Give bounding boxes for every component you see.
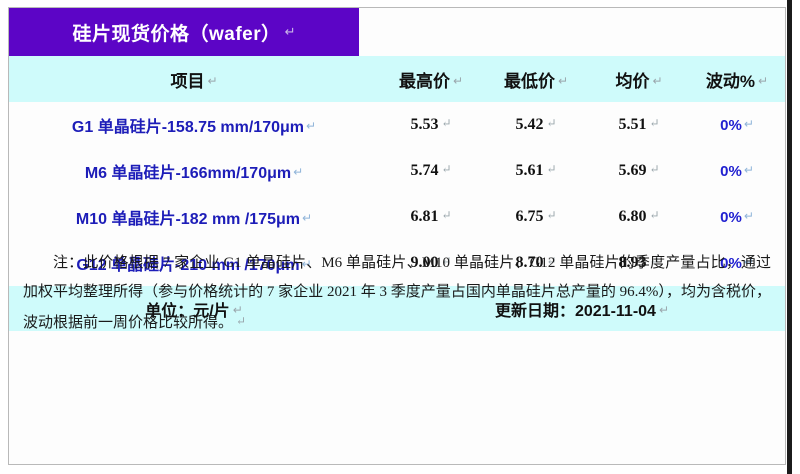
- cell-avg-value: 5.69: [618, 162, 647, 179]
- paragraph-mark-icon: ↵: [441, 254, 452, 268]
- paragraph-mark-icon: ↵: [546, 162, 557, 176]
- cell-high-value: 5.53: [410, 116, 439, 133]
- cell-avg: 5.69 ↵: [589, 148, 689, 194]
- cell-avg-value: 8.93: [618, 254, 647, 271]
- note-text: 注：此价格根据 7 家企业 G1 单晶硅片、M6 单晶硅片、M10 单晶硅片、G…: [23, 255, 771, 331]
- cell-avg: 5.51 ↵: [589, 102, 689, 148]
- paragraph-mark-icon: ↵: [441, 162, 452, 176]
- paragraph-mark-icon: ↵: [302, 211, 313, 225]
- paragraph-mark-icon: ↵: [649, 254, 660, 268]
- table-row: M10 单晶硅片-182 mm /175μm ↵ 6.81 ↵ 6.75 ↵ 6.80…: [9, 194, 785, 240]
- table-row: G12 单晶硅片-210 mm /170μm ↵ 9.00 ↵ 8.70 ↵ 8.93…: [9, 240, 785, 286]
- cell-avg: 8.93 ↵: [589, 240, 689, 286]
- paragraph-mark-icon: ↵: [546, 116, 557, 130]
- paragraph-mark-icon: ↵: [557, 73, 569, 88]
- page-title: 硅片现货价格（wafer）: [72, 23, 281, 45]
- cell-change-value: 0%: [720, 254, 742, 272]
- paragraph-mark-icon: ↵: [758, 73, 769, 88]
- paragraph-mark-icon: ↵: [743, 254, 754, 269]
- cell-low-value: 5.42: [515, 116, 544, 133]
- title-bar: 硅片现货价格（wafer） ↵: [9, 8, 359, 56]
- paragraph-mark-icon: ↵: [546, 208, 557, 222]
- table-row: G1 单晶硅片-158.75 mm/170μm ↵ 5.53 ↵ 5.42 ↵ 5.5…: [9, 102, 785, 148]
- paragraph-mark-icon: ↵: [301, 257, 312, 271]
- cell-low: 6.75 ↵: [483, 194, 589, 240]
- cell-item-label: M6 单晶硅片-166mm/170μm: [84, 165, 292, 182]
- column-header-change-label: 波动%: [705, 71, 756, 91]
- paragraph-mark-icon: ↵: [546, 254, 557, 268]
- note-paragraph: 注：此价格根据 7 家企业 G1 单晶硅片、M6 单晶硅片、M10 单晶硅片、G…: [23, 249, 771, 338]
- footer-update-label: 更新日期：2021-11-04: [494, 302, 656, 320]
- document-right-rule: [787, 0, 792, 474]
- column-header-avg: 均价 ↵: [589, 56, 689, 102]
- cell-high: 5.74 ↵: [379, 148, 483, 194]
- table-footer-row: 单位：元/片 ↵ 更新日期：2021-11-04 ↵: [9, 286, 785, 331]
- cell-change-value: 0%: [720, 162, 742, 180]
- cell-low-value: 8.70: [515, 254, 544, 271]
- column-header-high: 最高价 ↵: [379, 56, 483, 102]
- paragraph-mark-icon: ↵: [658, 302, 670, 317]
- column-header-change: 波动% ↵: [689, 56, 785, 102]
- cell-low-value: 5.61: [515, 162, 544, 179]
- column-header-item-label: 项目: [170, 71, 205, 91]
- cell-change: 0% ↵: [689, 194, 785, 240]
- cell-avg-value: 5.51: [618, 116, 647, 133]
- document-frame: 硅片现货价格（wafer） ↵ 项目 ↵ 最高价 ↵ 最低价 ↵ 均价 ↵ 波动% ↵ G1…: [8, 7, 786, 465]
- cell-item-label: G1 单晶硅片-158.75 mm/170μm: [71, 119, 305, 136]
- cell-low: 5.42 ↵: [483, 102, 589, 148]
- cell-item: M6 单晶硅片-166mm/170μm ↵: [9, 148, 379, 194]
- cell-high-value: 9.00: [410, 254, 439, 271]
- footer-unit-cell: 单位：元/片 ↵: [9, 286, 379, 331]
- cell-item-label: G12 单晶硅片-210 mm /170μm: [76, 257, 300, 274]
- cell-change: 0% ↵: [689, 240, 785, 286]
- cell-avg: 6.80 ↵: [589, 194, 689, 240]
- cell-item: G1 单晶硅片-158.75 mm/170μm ↵: [9, 102, 379, 148]
- cell-change: 0% ↵: [689, 102, 785, 148]
- paragraph-mark-icon: ↵: [306, 119, 317, 133]
- footer-update-cell: 更新日期：2021-11-04 ↵: [379, 286, 785, 331]
- cell-low: 5.61 ↵: [483, 148, 589, 194]
- paragraph-mark-icon: ↵: [743, 208, 754, 223]
- cell-high: 6.81 ↵: [379, 194, 483, 240]
- paragraph-mark-icon: ↵: [232, 302, 243, 317]
- table-row: M6 单晶硅片-166mm/170μm ↵ 5.74 ↵ 5.61 ↵ 5.69 ↵ 0…: [9, 148, 785, 194]
- cell-avg-value: 6.80: [618, 208, 647, 225]
- column-header-low-label: 最低价: [503, 71, 555, 91]
- paragraph-mark-icon: ↵: [207, 73, 218, 88]
- table-header-row: 项目 ↵ 最高价 ↵ 最低价 ↵ 均价 ↵ 波动% ↵: [9, 56, 785, 102]
- column-header-high-label: 最高价: [398, 71, 450, 91]
- cell-low: 8.70 ↵: [483, 240, 589, 286]
- paragraph-mark-icon: ↵: [652, 73, 663, 88]
- cell-change-value: 0%: [720, 208, 742, 226]
- cell-high: 9.00 ↵: [379, 240, 483, 286]
- paragraph-mark-icon: ↵: [441, 116, 452, 130]
- cell-high-value: 5.74: [410, 162, 439, 179]
- footer-unit-label: 单位：元/片: [145, 302, 230, 320]
- paragraph-mark-icon: ↵: [743, 162, 754, 177]
- paragraph-mark-icon: ↵: [452, 73, 464, 88]
- paragraph-mark-icon: ↵: [441, 208, 452, 222]
- column-header-item: 项目 ↵: [9, 56, 379, 102]
- cell-item-label: M10 单晶硅片-182 mm /175μm: [75, 211, 301, 228]
- paragraph-mark-icon: ↵: [649, 208, 660, 222]
- price-table: 项目 ↵ 最高价 ↵ 最低价 ↵ 均价 ↵ 波动% ↵ G1 单晶硅片-158.75 mm…: [9, 56, 785, 331]
- cell-item: M10 单晶硅片-182 mm /175μm ↵: [9, 194, 379, 240]
- paragraph-mark-icon: ↵: [743, 116, 754, 131]
- cell-high-value: 6.81: [410, 208, 439, 225]
- paragraph-mark-icon: ↵: [284, 24, 296, 39]
- cell-high: 5.53 ↵: [379, 102, 483, 148]
- cell-change-value: 0%: [720, 116, 742, 134]
- paragraph-mark-icon: ↵: [649, 162, 660, 176]
- cell-low-value: 6.75: [515, 208, 544, 225]
- paragraph-mark-icon: ↵: [293, 165, 304, 179]
- cell-item: G12 单晶硅片-210 mm /170μm ↵: [9, 240, 379, 286]
- cell-change: 0% ↵: [689, 148, 785, 194]
- column-header-low: 最低价 ↵: [483, 56, 589, 102]
- note-block: 注：此价格根据 7 家企业 G1 单晶硅片、M6 单晶硅片、M10 单晶硅片、G…: [9, 241, 785, 338]
- paragraph-mark-icon: ↵: [649, 116, 660, 130]
- column-header-avg-label: 均价: [615, 71, 650, 91]
- paragraph-mark-icon: ↵: [236, 314, 247, 328]
